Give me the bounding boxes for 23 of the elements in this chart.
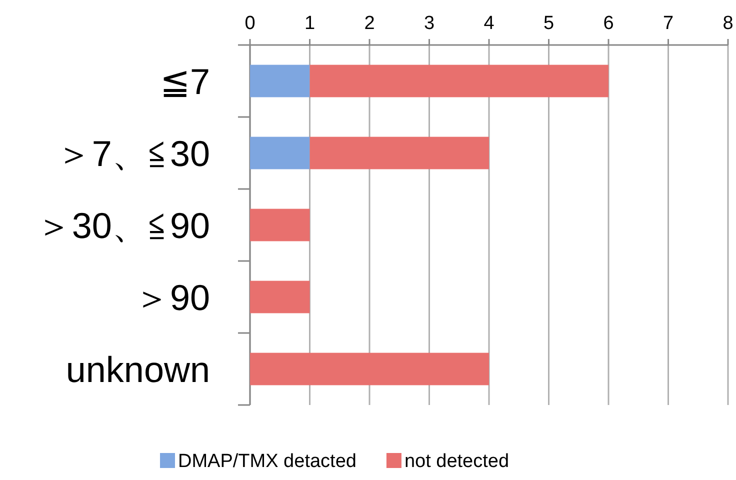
bar [250,352,489,386]
y-tick-label: ＞7、≦30 [56,133,210,174]
x-tick-label: 3 [424,13,435,34]
x-tick-label: 5 [543,13,554,34]
y-tick-label: ＞90 [134,277,210,318]
x-tick-label: 6 [603,13,614,34]
y-tick-label: ≦7 [160,61,210,102]
y-tick-label: unknown [66,349,210,390]
x-tick-label: 2 [364,13,375,34]
bar [310,64,608,98]
legend-label: not detected [404,451,510,472]
legend-label: DMAP/TMX detacted [178,451,356,472]
bar [250,64,310,98]
bar [310,136,489,170]
x-tick-label: 7 [662,13,674,34]
x-tick-label: 0 [244,13,256,34]
y-tick-label: ＞30、≦90 [36,205,210,246]
bar [250,280,310,314]
bar [250,136,310,170]
bar [250,208,310,242]
x-tick-label: 8 [722,13,734,34]
x-tick-label: 1 [304,13,316,34]
x-tick-label: 4 [484,13,495,34]
